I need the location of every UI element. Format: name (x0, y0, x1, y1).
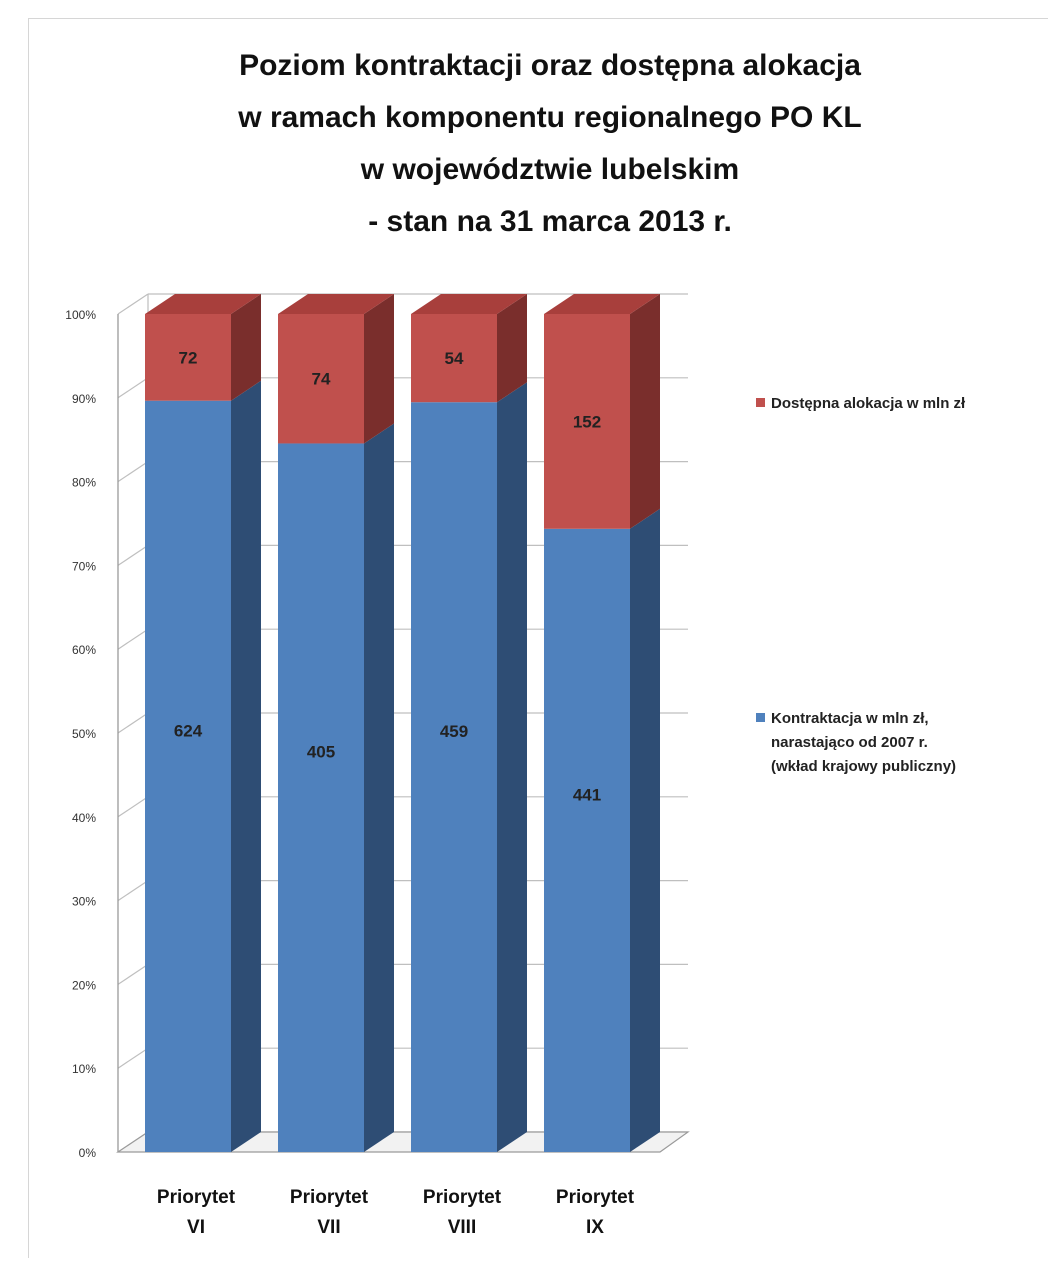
bar-side-allocation (630, 294, 660, 529)
gridline-depth (117, 461, 149, 483)
bar-contracting (544, 528, 630, 1152)
data-label-contracting: 459 (440, 722, 468, 741)
gridline-depth (117, 1047, 149, 1069)
data-label-allocation: 152 (573, 412, 601, 431)
bar-allocation (278, 314, 364, 444)
data-label-contracting: 405 (307, 743, 335, 762)
y-tick-label: 20% (72, 978, 96, 992)
gridline-depth (117, 544, 149, 566)
y-tick-label: 60% (72, 643, 96, 657)
y-tick-label: 40% (72, 811, 96, 825)
y-tick-label: 0% (79, 1146, 97, 1160)
bar-allocation (544, 314, 630, 529)
bar-side-contracting (231, 380, 261, 1152)
gridline-depth (117, 628, 149, 650)
legend-label: Kontraktacja w mln zł, (771, 710, 929, 727)
y-tick-label: 90% (72, 392, 96, 406)
bar-allocation (411, 314, 497, 403)
title-line: - stan na 31 marca 2013 r. (368, 205, 732, 238)
y-tick-label: 30% (72, 895, 96, 909)
data-label-allocation: 72 (179, 348, 198, 367)
x-tick-label: VIII (448, 1217, 477, 1238)
bar-side-allocation (231, 294, 261, 401)
x-tick-label: VII (317, 1217, 340, 1238)
y-tick-label: 50% (72, 727, 96, 741)
data-label-contracting: 624 (174, 721, 203, 740)
bar-top (411, 294, 527, 314)
legend-label: Dostępna alokacja w mln zł (771, 395, 966, 412)
x-tick-label: Priorytet (423, 1187, 502, 1208)
x-tick-label: IX (586, 1217, 604, 1238)
legend-swatch-allocation (756, 398, 765, 407)
x-tick-label: Priorytet (556, 1187, 635, 1208)
data-label-allocation: 54 (445, 349, 464, 368)
bar-side-contracting (630, 508, 660, 1152)
title-line: w ramach komponentu regionalnego PO KL (238, 101, 862, 134)
x-tick-label: Priorytet (290, 1187, 369, 1208)
bar-contracting (145, 400, 231, 1152)
y-tick-label: 100% (65, 308, 96, 322)
gridline-depth (117, 293, 149, 315)
gridline-depth (117, 377, 149, 399)
gridline-depth (117, 712, 149, 734)
bar-contracting (411, 402, 497, 1152)
gridline-depth (117, 796, 149, 818)
bar-side-contracting (497, 382, 527, 1152)
data-label-contracting: 441 (573, 785, 601, 804)
bar-top (544, 294, 660, 314)
legend-item-contracting: Kontraktacja w mln zł, narastająco od 20… (756, 707, 956, 779)
legend-label: narastająco od 2007 r. (771, 734, 928, 751)
chart-frame (28, 18, 1048, 1258)
legend-label: (wkład krajowy publiczny) (771, 758, 957, 775)
bar-side-allocation (364, 294, 394, 444)
y-tick-label: 80% (72, 476, 96, 490)
data-label-allocation: 74 (312, 370, 331, 389)
bar-contracting (278, 443, 364, 1152)
bar-side-contracting (364, 423, 394, 1152)
title-line: w województwie lubelskim (360, 153, 740, 186)
title-line: Poziom kontraktacji oraz dostępna alokac… (239, 49, 861, 82)
x-tick-label: Priorytet (157, 1187, 236, 1208)
chart-title: Poziom kontraktacji oraz dostępna alokac… (100, 40, 1000, 248)
bar-allocation (145, 314, 231, 401)
bar-top (278, 294, 394, 314)
legend-item-allocation: Dostępna alokacja w mln zł (756, 392, 965, 416)
y-tick-label: 10% (72, 1062, 96, 1076)
gridline-depth (117, 963, 149, 985)
gridline-depth (117, 880, 149, 902)
legend-swatch-contracting (756, 713, 765, 722)
y-tick-label: 70% (72, 559, 96, 573)
bar-top (145, 294, 261, 314)
bar-side-allocation (497, 294, 527, 403)
x-tick-label: VI (187, 1217, 205, 1238)
